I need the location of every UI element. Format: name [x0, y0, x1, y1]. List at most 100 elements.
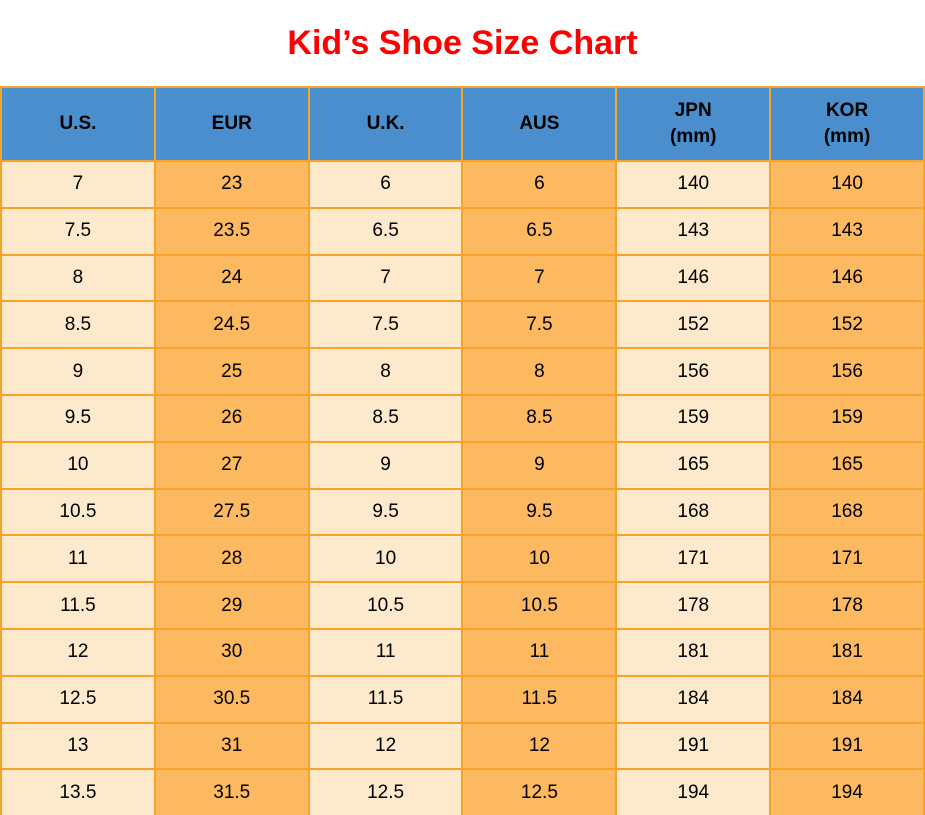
table-row: 10.5 27.5 9.5 9.5 168 168	[0, 487, 925, 537]
table-cell: 191	[769, 721, 925, 771]
table-cell: 31	[153, 721, 310, 771]
table-cell: 194	[615, 768, 772, 815]
table-cell: 9.5	[307, 487, 464, 537]
shoe-size-table: U.S. EUR U.K. AUS JPN (mm) KOR (mm) 7 23 6 6 140 140…	[0, 86, 925, 815]
column-header-uk: U.K.	[307, 86, 464, 162]
table-cell: 140	[615, 160, 772, 209]
table-cell: 12	[461, 721, 618, 771]
table-row: 11.5 29 10.5 10.5 178 178	[0, 581, 925, 630]
column-header-us: U.S.	[0, 86, 156, 162]
table-row: 9 25 8 8 156 156	[0, 347, 925, 396]
page-title: Kid’s Shoe Size Chart	[287, 23, 638, 62]
table-cell: 184	[615, 674, 772, 724]
table-row: 13.5 31.5 12.5 12.5 194 194	[0, 768, 925, 815]
table-cell: 10	[307, 534, 464, 584]
table-cell: 9.5	[0, 393, 156, 443]
table-row: 7 23 6 6 140 140	[0, 160, 925, 209]
table-cell: 152	[769, 300, 925, 350]
table-cell: 140	[769, 160, 925, 209]
table-cell: 13	[0, 721, 156, 771]
table-cell: 11.5	[461, 674, 618, 724]
table-cell: 11.5	[307, 674, 464, 724]
table-cell: 12	[0, 627, 156, 677]
table-cell: 8	[0, 253, 156, 303]
table-cell: 171	[769, 534, 925, 584]
table-cell: 156	[769, 347, 925, 396]
table-cell: 143	[615, 206, 772, 256]
table-cell: 24.5	[153, 300, 310, 350]
table-cell: 27.5	[153, 487, 310, 537]
column-header-label: EUR	[211, 113, 252, 135]
column-header-label: AUS	[519, 113, 560, 135]
table-cell: 7	[0, 160, 156, 209]
table-row: 12 30 11 11 181 181	[0, 627, 925, 677]
table-cell: 9	[307, 440, 464, 490]
table-cell: 25	[153, 347, 310, 396]
table-cell: 178	[615, 581, 772, 630]
table-cell: 11	[461, 627, 618, 677]
table-cell: 10	[0, 440, 156, 490]
column-header-label: U.S.	[59, 113, 97, 135]
table-cell: 11	[0, 534, 156, 584]
table-cell: 8.5	[461, 393, 618, 443]
column-header-label: U.K.	[366, 113, 405, 135]
table-cell: 11	[307, 627, 464, 677]
table-cell: 184	[769, 674, 925, 724]
table-cell: 146	[615, 253, 772, 303]
table-cell: 7.5	[0, 206, 156, 256]
column-header-unit: (mm)	[823, 126, 871, 147]
table-cell: 194	[769, 768, 925, 815]
table-cell: 29	[153, 581, 310, 630]
table-cell: 6	[461, 160, 618, 209]
table-cell: 171	[615, 534, 772, 584]
table-cell: 143	[769, 206, 925, 256]
table-cell: 159	[769, 393, 925, 443]
table-cell: 7.5	[307, 300, 464, 350]
table-cell: 10.5	[0, 487, 156, 537]
table-cell: 6	[307, 160, 464, 209]
column-header-label: JPN	[674, 100, 712, 122]
table-cell: 7	[461, 253, 618, 303]
table-cell: 12	[307, 721, 464, 771]
table-cell: 168	[615, 487, 772, 537]
table-cell: 13.5	[0, 768, 156, 815]
table-cell: 23	[153, 160, 310, 209]
table-cell: 8	[461, 347, 618, 396]
table-cell: 30	[153, 627, 310, 677]
table-row: 8.5 24.5 7.5 7.5 152 152	[0, 300, 925, 350]
column-header-eur: EUR	[153, 86, 310, 162]
table-row: 12.5 30.5 11.5 11.5 184 184	[0, 674, 925, 724]
table-cell: 7	[307, 253, 464, 303]
table-cell: 152	[615, 300, 772, 350]
table-cell: 9.5	[461, 487, 618, 537]
table-cell: 8	[307, 347, 464, 396]
table-cell: 23.5	[153, 206, 310, 256]
table-cell: 156	[615, 347, 772, 396]
table-cell: 6.5	[307, 206, 464, 256]
table-cell: 11.5	[0, 581, 156, 630]
column-header-aus: AUS	[461, 86, 618, 162]
table-cell: 12.5	[0, 674, 156, 724]
table-cell: 9	[0, 347, 156, 396]
table-cell: 27	[153, 440, 310, 490]
title-bar: Kid’s Shoe Size Chart	[0, 0, 925, 86]
table-cell: 181	[615, 627, 772, 677]
table-row: 7.5 23.5 6.5 6.5 143 143	[0, 206, 925, 256]
table-cell: 7.5	[461, 300, 618, 350]
table-cell: 30.5	[153, 674, 310, 724]
table-cell: 12.5	[461, 768, 618, 815]
table-cell: 10.5	[307, 581, 464, 630]
table-header-row: U.S. EUR U.K. AUS JPN (mm) KOR (mm)	[0, 86, 925, 162]
table-cell: 181	[769, 627, 925, 677]
table-cell: 159	[615, 393, 772, 443]
table-cell: 146	[769, 253, 925, 303]
table-header: U.S. EUR U.K. AUS JPN (mm) KOR (mm)	[0, 86, 925, 162]
table-row: 13 31 12 12 191 191	[0, 721, 925, 771]
column-header-unit: (mm)	[670, 126, 717, 147]
table-row: 9.5 26 8.5 8.5 159 159	[0, 393, 925, 443]
table-row: 11 28 10 10 171 171	[0, 534, 925, 584]
table-cell: 191	[615, 721, 772, 771]
table-row: 8 24 7 7 146 146	[0, 253, 925, 303]
table-cell: 10	[461, 534, 618, 584]
